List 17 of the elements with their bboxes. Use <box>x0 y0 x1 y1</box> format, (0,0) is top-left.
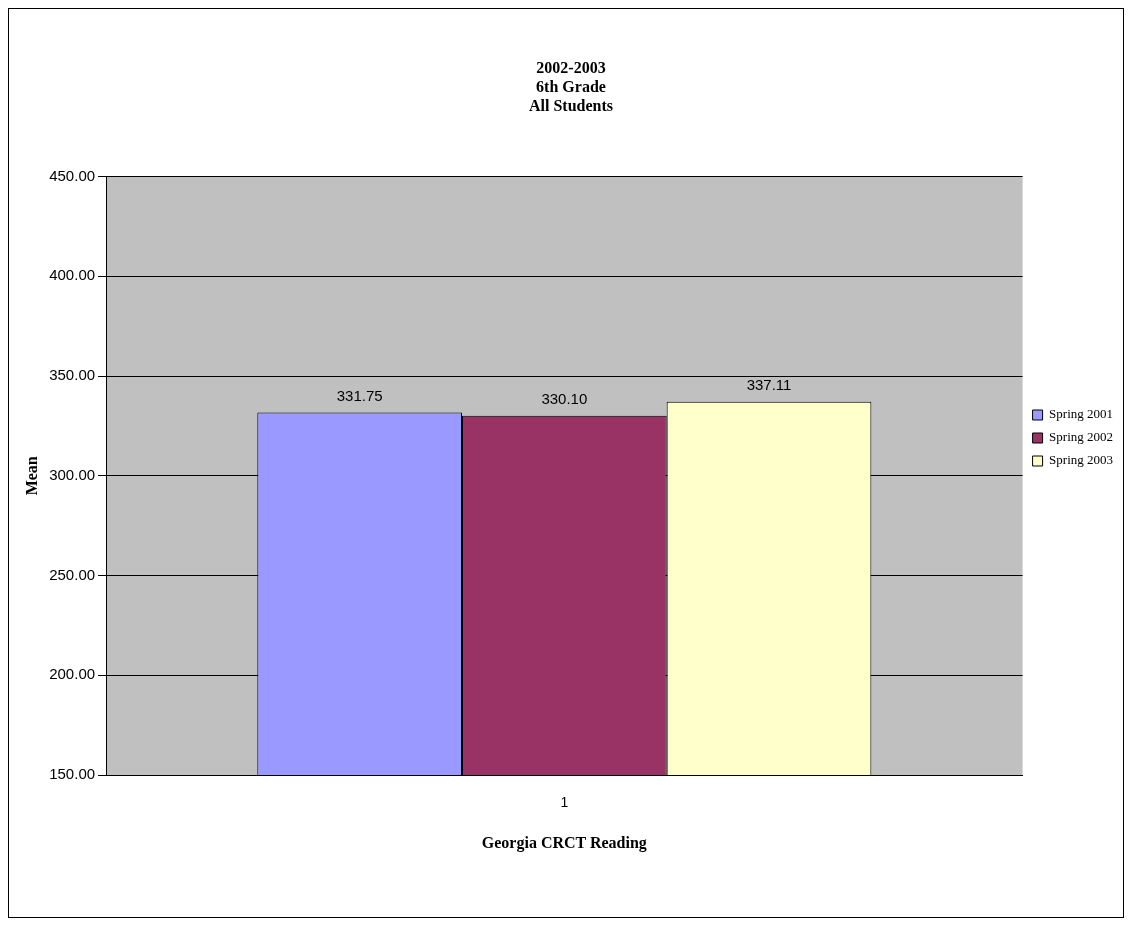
legend-label: Spring 2001 <box>1049 406 1113 422</box>
legend-label: Spring 2003 <box>1049 452 1113 468</box>
x-axis-title: Georgia CRCT Reading <box>481 833 647 852</box>
y-axis-title: Mean <box>22 456 40 496</box>
y-tick-label: 200.00 <box>49 665 96 683</box>
chart-title: 2002-2003 6th Grade All Students <box>528 58 614 115</box>
data-label: 330.10 <box>541 390 588 408</box>
data-label: 331.75 <box>336 387 383 405</box>
y-tick-label: 350.00 <box>49 366 96 384</box>
y-tick-label: 450.00 <box>49 166 96 184</box>
y-tick-label: 250.00 <box>49 565 96 583</box>
legend-label: Spring 2002 <box>1049 429 1113 445</box>
y-tick-label: 300.00 <box>49 465 96 483</box>
y-tick-label: 400.00 <box>49 266 96 284</box>
data-label: 337.11 <box>746 376 792 394</box>
x-tick-label: 1 <box>560 794 569 811</box>
y-tick-label: 150.00 <box>49 765 96 783</box>
